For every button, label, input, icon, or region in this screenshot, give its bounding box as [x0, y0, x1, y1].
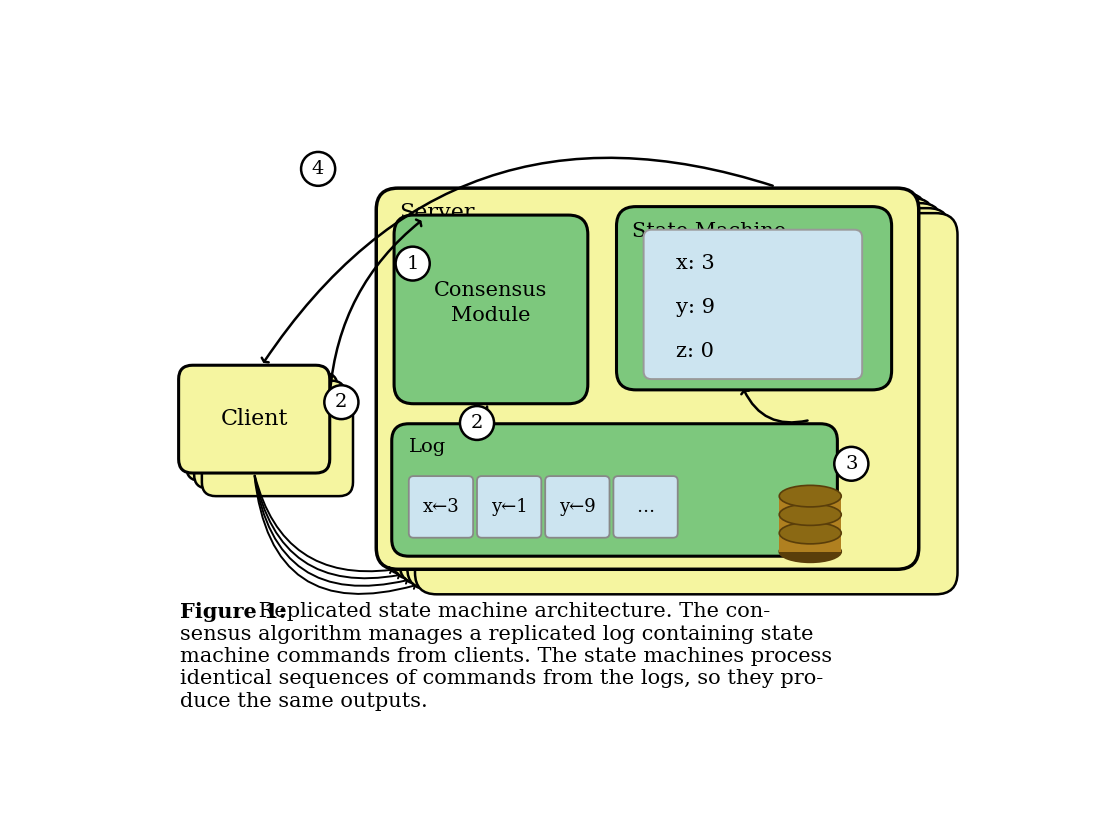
Text: 2: 2: [471, 414, 483, 432]
FancyBboxPatch shape: [415, 213, 958, 594]
Text: Replicated state machine architecture. The con-: Replicated state machine architecture. T…: [252, 602, 771, 622]
FancyBboxPatch shape: [408, 476, 473, 538]
Text: y: 9: y: 9: [676, 298, 715, 317]
FancyBboxPatch shape: [617, 207, 892, 390]
FancyBboxPatch shape: [643, 230, 862, 379]
Ellipse shape: [779, 504, 841, 525]
FancyBboxPatch shape: [187, 373, 338, 480]
FancyBboxPatch shape: [194, 381, 346, 489]
Text: machine commands from clients. The state machines process: machine commands from clients. The state…: [180, 647, 833, 666]
FancyBboxPatch shape: [394, 215, 587, 404]
Text: identical sequences of commands from the logs, so they pro-: identical sequences of commands from the…: [180, 669, 824, 689]
FancyBboxPatch shape: [613, 476, 678, 538]
Circle shape: [301, 152, 336, 185]
FancyBboxPatch shape: [477, 476, 542, 538]
Ellipse shape: [779, 522, 841, 544]
FancyBboxPatch shape: [179, 365, 330, 473]
FancyBboxPatch shape: [392, 199, 934, 579]
FancyBboxPatch shape: [779, 515, 841, 533]
Text: State Machine: State Machine: [632, 222, 787, 241]
FancyBboxPatch shape: [376, 188, 919, 569]
Text: x: 3: x: 3: [676, 254, 715, 274]
Ellipse shape: [779, 485, 841, 507]
Text: 1: 1: [406, 255, 419, 273]
Circle shape: [396, 247, 430, 280]
Text: 4: 4: [312, 160, 325, 178]
Text: y←9: y←9: [560, 498, 595, 516]
Text: 3: 3: [845, 455, 857, 473]
Text: Consensus
Module: Consensus Module: [434, 281, 547, 325]
Text: …: …: [637, 498, 655, 516]
Text: Server: Server: [399, 202, 474, 224]
Ellipse shape: [779, 541, 841, 562]
Text: y←1: y←1: [491, 498, 527, 516]
FancyBboxPatch shape: [399, 203, 942, 584]
FancyBboxPatch shape: [384, 193, 927, 574]
FancyBboxPatch shape: [392, 424, 837, 556]
Text: duce the same outputs.: duce the same outputs.: [180, 692, 427, 711]
Text: x←3: x←3: [423, 498, 459, 516]
Circle shape: [460, 406, 495, 440]
Text: Log: Log: [408, 438, 446, 456]
FancyBboxPatch shape: [545, 476, 610, 538]
FancyBboxPatch shape: [779, 496, 841, 515]
Circle shape: [325, 386, 358, 419]
Circle shape: [835, 447, 868, 480]
Text: z: 0: z: 0: [676, 342, 714, 361]
Text: 2: 2: [336, 393, 348, 411]
FancyBboxPatch shape: [407, 208, 950, 589]
Text: Figure 1:: Figure 1:: [180, 602, 286, 623]
Text: Client: Client: [220, 408, 288, 430]
FancyBboxPatch shape: [201, 388, 352, 496]
Text: sensus algorithm manages a replicated log containing state: sensus algorithm manages a replicated lo…: [180, 625, 814, 644]
FancyBboxPatch shape: [779, 533, 841, 551]
